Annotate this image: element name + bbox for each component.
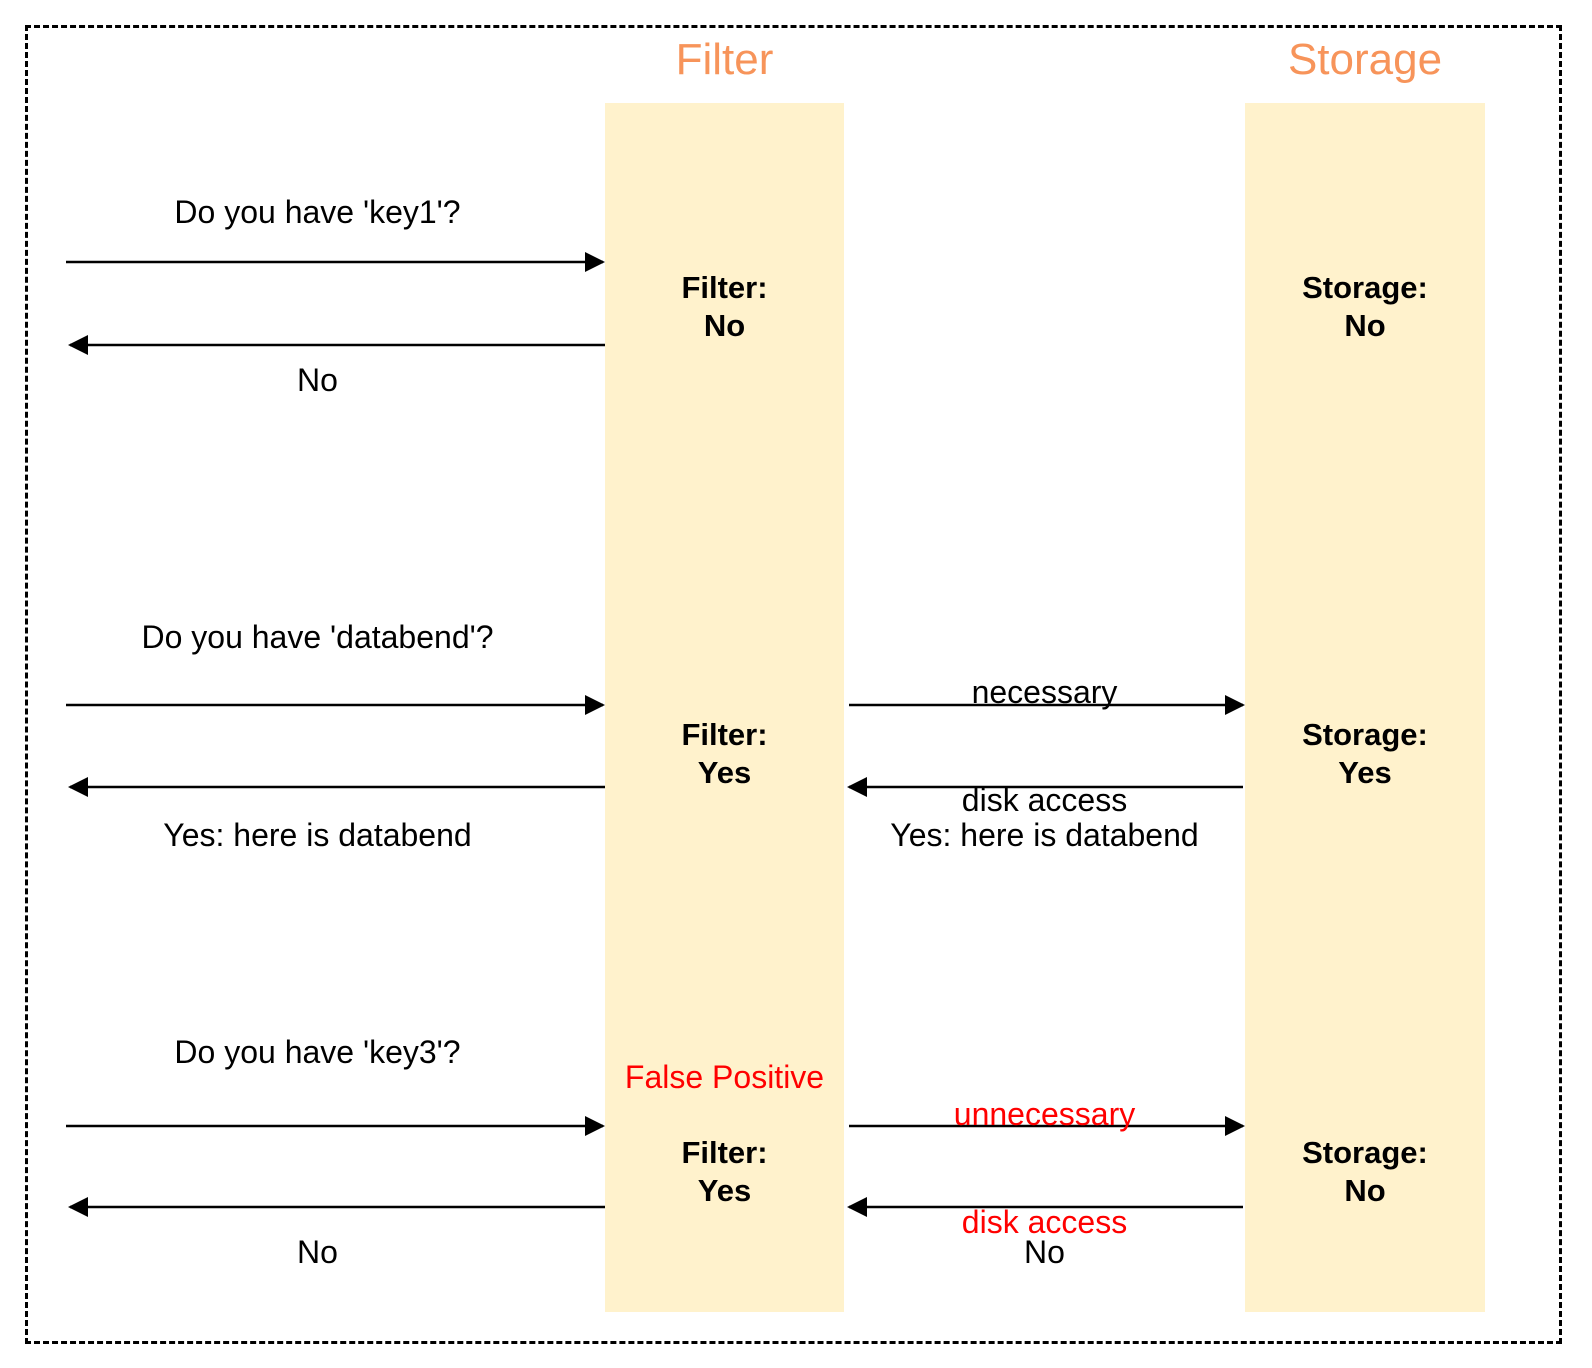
storage-state-2: Storage: Yes [1245,716,1485,792]
storage-state-1-value: No [1344,308,1386,343]
filter-state-2-label: Filter: [681,717,768,752]
necessary-disk-access-line1: necessary [971,674,1118,710]
unnecessary-disk-access-line2: disk access [961,1204,1128,1240]
request-label-databend: Do you have 'databend'? [141,619,494,655]
unnecessary-disk-access-line1: unnecessary [953,1096,1136,1132]
storage-response-label-databend: Yes: here is databend [890,817,1199,853]
storage-state-2-label: Storage: [1302,717,1428,752]
filter-lane [605,103,844,1312]
storage-state-2-value: Yes [1338,755,1392,790]
storage-state-3-label: Storage: [1302,1135,1428,1170]
storage-response-label-key3: No [1024,1234,1065,1270]
storage-state-3: Storage: No [1245,1134,1485,1210]
storage-lane-title: Storage [1287,35,1443,84]
diagram-dashed-border [25,25,1562,1344]
response-label-key1: No [297,362,338,398]
response-label-key3: No [297,1234,338,1270]
filter-state-1-value: No [703,308,746,343]
false-positive-flag: False Positive [624,1059,825,1095]
response-label-databend: Yes: here is databend [163,817,472,853]
request-label-key1: Do you have 'key1'? [174,194,461,230]
necessary-disk-access-note: necessary disk access [844,602,1245,890]
request-label-key3: Do you have 'key3'? [174,1034,461,1070]
filter-state-2: Filter: Yes [605,716,844,792]
unnecessary-disk-access-note: unnecessary disk access [844,1024,1245,1312]
filter-lane-title: Filter [675,35,774,84]
storage-state-3-value: No [1344,1173,1386,1208]
filter-state-3-value: Yes [697,1173,752,1208]
filter-state-1: Filter: No [605,269,844,345]
storage-lane [1245,103,1485,1312]
necessary-disk-access-line2: disk access [961,782,1128,818]
storage-state-1: Storage: No [1245,269,1485,345]
filter-state-3: Filter: Yes [605,1134,844,1210]
filter-state-2-value: Yes [697,755,752,790]
filter-state-3-label: Filter: [681,1135,768,1170]
storage-state-1-label: Storage: [1302,270,1428,305]
filter-state-1-label: Filter: [681,270,768,305]
